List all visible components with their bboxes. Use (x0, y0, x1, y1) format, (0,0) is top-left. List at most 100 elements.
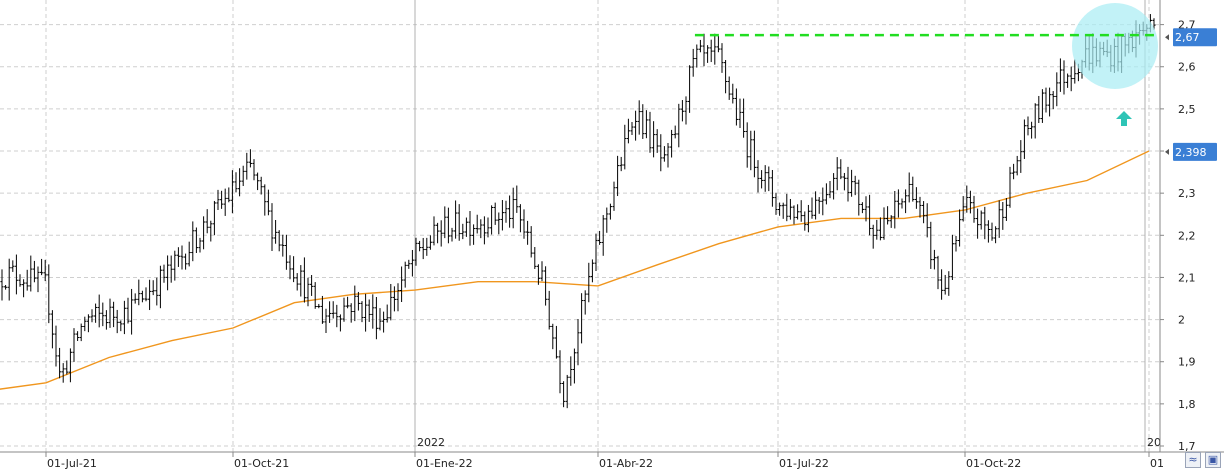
moving-average-line (0, 150, 1150, 390)
zoom-wave-button[interactable]: ≈ (1185, 452, 1201, 468)
price-bar (1019, 140, 1023, 173)
price-bar (673, 125, 677, 139)
price-bar (392, 286, 396, 312)
price-bar (572, 348, 576, 384)
price-bar (886, 206, 890, 225)
price-bar (612, 181, 616, 211)
price-bar (191, 221, 195, 262)
price-bar (47, 264, 51, 324)
price-bar (302, 257, 306, 303)
price-bar (475, 214, 479, 234)
price-bar (436, 222, 440, 244)
price-bar (914, 187, 918, 209)
price-bar (367, 299, 371, 322)
price-bar (299, 265, 303, 297)
price-bar (648, 111, 652, 153)
price-bar (878, 217, 882, 241)
price-bar (691, 48, 695, 77)
price-bar (396, 283, 400, 312)
price-bar (1152, 18, 1156, 30)
price-bar (763, 165, 767, 192)
price-bar (144, 287, 148, 302)
price-bar (932, 249, 936, 270)
price-bar (842, 172, 846, 191)
price-bar (738, 98, 742, 128)
year-label: 20 (1147, 436, 1161, 449)
price-bar (972, 195, 976, 223)
price-bar (778, 202, 782, 216)
price-bar (659, 134, 663, 172)
price-bar (774, 192, 778, 215)
price-bar (860, 202, 864, 214)
price-bar (529, 226, 533, 258)
price-bar (324, 308, 328, 333)
price-bar (796, 204, 800, 220)
price-bar (270, 203, 274, 251)
price-bar (130, 288, 134, 335)
price-bar (868, 194, 872, 236)
price-bar (666, 143, 670, 168)
y-tick-label: 2,3 (1178, 187, 1196, 200)
price-bar (518, 204, 522, 233)
price-bar (590, 259, 594, 283)
price-bar (792, 205, 796, 225)
price-bar (385, 304, 389, 323)
price-bar (486, 217, 490, 238)
price-bar (227, 187, 231, 203)
save-icon[interactable]: ▣ (1205, 452, 1221, 468)
price-bar (461, 223, 465, 240)
price-bar (688, 65, 692, 113)
price-bar (281, 234, 285, 257)
price-bar (500, 200, 504, 231)
price-bar (266, 189, 270, 216)
price-bar (907, 172, 911, 203)
price-bar (97, 294, 101, 328)
price-bar (698, 39, 702, 53)
price-bar (4, 284, 8, 290)
price-bar (947, 271, 951, 296)
price-bar (608, 203, 612, 220)
price-bar (36, 266, 40, 293)
price-bar (598, 230, 602, 245)
price-bar (29, 255, 33, 292)
price-bar (173, 250, 177, 281)
x-tick-label: 01-Oct-22 (966, 457, 1021, 470)
price-bar (1008, 166, 1012, 208)
y-tick-label: 1,7 (1178, 440, 1196, 453)
price-bar (1058, 58, 1062, 92)
price-bar (176, 247, 180, 267)
price-bar (994, 226, 998, 244)
price-bar (61, 363, 65, 383)
price-bar (94, 303, 98, 323)
x-tick-label: 01-Ene-22 (416, 457, 473, 470)
price-bar (1022, 119, 1026, 159)
price-bar (353, 285, 357, 322)
price-bar (148, 279, 152, 311)
x-tick-label: 01-Jul-21 (47, 457, 97, 470)
price-bar (680, 100, 684, 122)
year-separators: 2022 20 (414, 0, 1161, 452)
price-bar (245, 152, 249, 180)
price-bar (439, 220, 443, 247)
price-bar (198, 237, 202, 253)
y-tick-label: 1,8 (1178, 398, 1196, 411)
price-bar (410, 249, 414, 277)
price-bar (630, 121, 634, 136)
price-bar (821, 187, 825, 216)
price-bar (493, 202, 497, 225)
price-bar (961, 196, 965, 222)
price-bar (752, 130, 756, 178)
price-bar (832, 173, 836, 200)
price-bar (180, 245, 184, 270)
price-bar (216, 189, 220, 210)
price-bar (317, 303, 321, 309)
price-bar (158, 265, 162, 309)
price-bar (929, 221, 933, 269)
price-bar (328, 301, 332, 323)
price-bar (706, 45, 710, 63)
price-bar (911, 176, 915, 202)
price-bar (241, 165, 245, 187)
price-bar (616, 155, 620, 197)
price-bar (284, 234, 288, 270)
price-badge: 2,398 (1165, 142, 1217, 161)
